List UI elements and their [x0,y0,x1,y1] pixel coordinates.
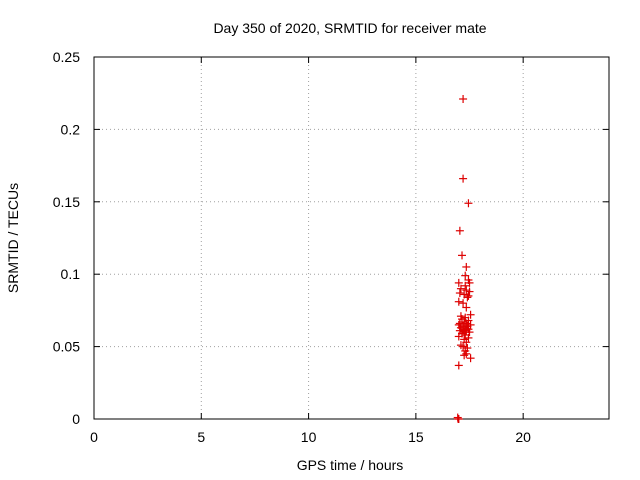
data-point [454,415,463,423]
plot-frame [93,56,610,420]
chart-title: Day 350 of 2020, SRMTID for receiver mat… [213,20,486,36]
data-point [463,293,472,302]
x-tick-label: 0 [90,429,98,445]
data-point [464,199,473,208]
data-point [454,361,463,370]
data-point [459,174,468,183]
y-tick-label: 0.25 [53,49,80,65]
axis-ticks: 0 5 10 15 20 0 0.05 0.1 0.15 0.2 0.25 [53,49,609,445]
x-tick-label: 20 [515,429,531,445]
data-point [454,332,463,341]
data-point [459,342,468,351]
data-point [459,299,468,308]
data-point [459,94,468,103]
x-tick-label: 10 [301,429,317,445]
data-point [466,310,475,319]
data-point [465,287,474,296]
data-point [466,354,475,363]
y-tick-label: 0.15 [53,194,80,210]
y-axis-label: SRMTID / TECUs [5,183,21,293]
data-points [453,94,475,423]
data-point [461,271,470,280]
data-point [462,303,471,312]
data-point [465,278,474,287]
data-point [464,333,473,342]
data-point [464,291,473,300]
data-point [465,328,474,337]
y-tick-label: 0.2 [61,121,81,137]
y-tick-label: 0 [72,411,80,427]
data-point [461,281,470,290]
data-point [455,226,464,235]
data-point [454,297,463,306]
data-point [454,278,463,287]
data-point [462,349,471,358]
data-point [462,338,471,347]
x-tick-label: 15 [408,429,424,445]
y-tick-label: 0.05 [53,339,80,355]
data-point [458,251,467,260]
grid [94,57,609,419]
data-point [456,284,465,293]
data-point [462,262,471,271]
x-axis-label: GPS time / hours [297,457,404,473]
y-tick-label: 0.1 [61,266,81,282]
x-tick-label: 5 [197,429,205,445]
data-point [455,289,464,298]
